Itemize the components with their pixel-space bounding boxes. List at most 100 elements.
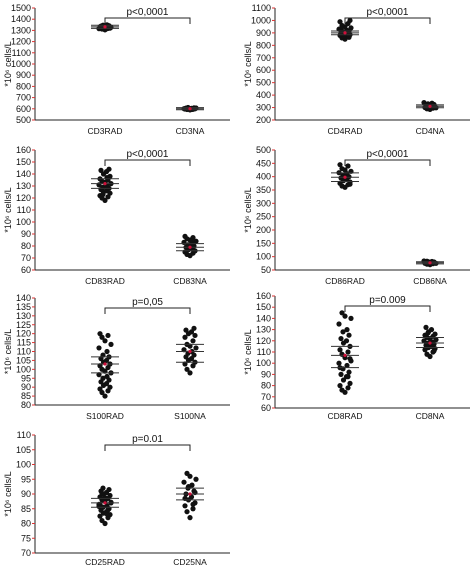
y-tick-label: 250	[256, 212, 271, 222]
data-point	[190, 506, 196, 512]
data-point	[182, 334, 188, 340]
data-point	[108, 499, 114, 505]
y-tick-label: 900	[16, 70, 31, 80]
data-point	[184, 366, 190, 372]
data-point	[184, 509, 190, 515]
data-point	[190, 338, 196, 344]
y-tick-label: 120	[256, 336, 271, 346]
y-tick-label: 80	[21, 400, 31, 410]
data-point	[193, 345, 199, 351]
y-tick-label: 800	[256, 40, 271, 50]
p-value-label: p<0,0001	[127, 7, 169, 18]
y-tick-label: 85	[21, 504, 31, 514]
data-point	[338, 25, 344, 32]
data-point	[193, 476, 199, 482]
significance-bracket	[104, 444, 191, 451]
y-tick-label: 700	[256, 53, 271, 63]
y-tick-label: 60	[21, 265, 31, 275]
p-value-label: p=0.01	[132, 434, 163, 445]
y-tick-label: 105	[16, 355, 31, 365]
y-tick-label: 85	[21, 391, 31, 401]
category-label: S100NA	[174, 411, 206, 421]
y-tick-label: 110	[17, 347, 31, 357]
y-tick-label: 135	[16, 302, 31, 312]
y-tick-label: 200	[256, 115, 271, 125]
data-point	[184, 470, 190, 476]
data-point	[345, 349, 351, 355]
mean-marker	[103, 362, 107, 366]
y-tick-label: 160	[256, 291, 271, 301]
significance-bracket	[344, 305, 431, 312]
data-point	[181, 479, 187, 485]
data-point	[104, 373, 110, 380]
p-value-label: p=0.009	[369, 295, 406, 306]
data-point	[337, 347, 343, 353]
data-point	[188, 494, 195, 500]
y-tick-label: 450	[256, 158, 271, 168]
data-point	[424, 351, 430, 357]
data-point	[105, 332, 111, 339]
significance-bracket	[104, 307, 191, 314]
y-tick-label: 200	[256, 225, 271, 235]
y-tick-label: 400	[256, 172, 271, 182]
mean-marker	[188, 349, 192, 354]
y-axis-label: *10⁶ cells/L	[3, 471, 13, 516]
y-tick-label: 500	[256, 78, 271, 88]
y-tick-label: 100	[16, 364, 31, 374]
y-tick-label: 900	[256, 28, 271, 38]
data-point	[187, 515, 193, 521]
y-tick-label: 350	[256, 185, 271, 195]
y-tick-label: 90	[21, 382, 31, 392]
data-point	[344, 327, 350, 333]
p-value-label: p<0,0001	[367, 149, 409, 160]
mean-marker	[428, 261, 432, 265]
data-point	[102, 338, 108, 344]
category-label: S100RAD	[86, 411, 124, 421]
y-tick-label: 1400	[11, 14, 31, 24]
data-point	[336, 321, 342, 327]
data-point	[347, 17, 353, 24]
mean-marker	[103, 182, 107, 186]
y-tick-label: 100	[16, 460, 31, 470]
category-label: CD86NA	[413, 276, 447, 286]
data-point	[347, 380, 353, 386]
y-tick-label: 120	[16, 193, 31, 203]
y-tick-label: 90	[261, 369, 271, 379]
y-tick-label: 80	[21, 519, 31, 529]
mean-marker	[343, 175, 347, 179]
data-point	[339, 310, 345, 316]
y-tick-label: 600	[256, 65, 271, 75]
y-tick-label: 700	[16, 93, 31, 103]
y-tick-label: 1000	[251, 15, 271, 25]
y-tick-label: 150	[256, 302, 271, 312]
data-point	[105, 507, 111, 513]
y-tick-label: 70	[21, 548, 31, 558]
data-point	[431, 348, 437, 354]
category-label: CD83RAD	[85, 276, 125, 286]
data-point	[107, 384, 113, 390]
data-point	[337, 19, 343, 25]
significance-bracket	[344, 17, 431, 24]
data-point	[193, 238, 199, 244]
y-tick-label: 100	[256, 252, 271, 262]
data-point	[346, 332, 352, 338]
data-point	[104, 511, 110, 517]
chart-panel-3: 60 70 80 90 100 110 120 130 140 150 160 *10⁶ cells/…	[3, 145, 230, 286]
chart-panel-2: 200 300 400 500 600 700 800 900 1000 1100 *10⁶ cel…	[243, 3, 470, 136]
data-point	[100, 485, 106, 491]
y-tick-label: 60	[261, 403, 271, 413]
p-value-label: p<0,0001	[127, 149, 169, 160]
y-tick-label: 1200	[11, 37, 31, 47]
y-tick-label: 80	[21, 241, 31, 251]
data-point	[190, 501, 196, 507]
data-point	[97, 386, 103, 392]
data-point	[192, 332, 198, 339]
data-point	[102, 393, 108, 399]
y-tick-label: 140	[16, 169, 31, 179]
y-tick-label: 110	[17, 205, 31, 215]
y-tick-label: 115	[17, 338, 31, 348]
data-point	[433, 337, 439, 343]
